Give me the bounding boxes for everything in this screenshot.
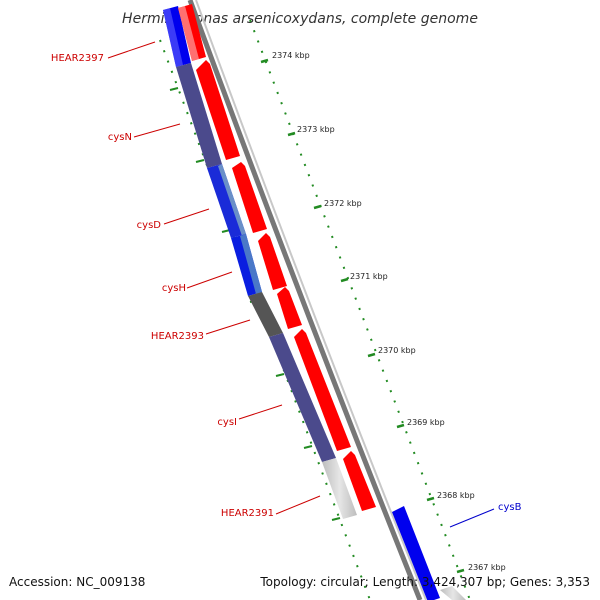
gene-block-cysn [176, 63, 222, 168]
feature-ring-forward [392, 506, 466, 600]
gene-label-cysi: cysI [217, 417, 237, 428]
gene-label-hear2397: HEAR2397 [51, 53, 104, 64]
gene-label-cysb: cysB [498, 502, 522, 513]
major-ticks [169, 58, 465, 574]
cds-arrow [277, 287, 302, 329]
backbone [187, 0, 427, 600]
cds-highlight [178, 6, 199, 61]
tick-mark [340, 277, 349, 283]
gene-block-edge [440, 586, 466, 600]
gene-label-hear2391: HEAR2391 [221, 508, 274, 519]
tick-mark [313, 204, 322, 210]
tick-mark [367, 352, 376, 358]
topology-text: Topology: circular; Length: 3,424,307 bp… [259, 575, 590, 589]
backbone-shadow [195, 0, 427, 600]
tick-label: 2373 kbp [297, 125, 335, 134]
gene-highlight [240, 234, 262, 294]
gene-block-cysi [269, 333, 336, 462]
gene-highlight [218, 164, 246, 236]
tick-mark [287, 131, 296, 137]
cds-arrow [294, 329, 351, 451]
gene-labels: HEAR2397 cysN cysD cysH HEAR2393 cysI HE… [51, 41, 522, 528]
label-leader [186, 271, 233, 289]
tick-label: 2369 kbp [407, 418, 445, 427]
gene-block-hear2391 [322, 458, 357, 519]
cds-arrow [232, 162, 267, 233]
inner-tick-line [159, 39, 371, 600]
accession-text: Accession: NC_009138 [9, 575, 145, 589]
gene-label-cysd: cysD [137, 220, 162, 231]
label-leader [133, 123, 181, 138]
gene-block-cysd [207, 164, 246, 238]
genome-title: Herminiimonas arsenicoxydans, complete g… [122, 11, 478, 27]
backbone-line [187, 0, 423, 600]
label-leader [205, 319, 251, 335]
tick-mark [195, 159, 205, 163]
tick-mark [275, 373, 285, 377]
tick-label: 2374 kbp [272, 51, 310, 60]
gene-label-cysn: cysN [108, 132, 132, 143]
feature-ring-inner [163, 6, 357, 519]
gene-highlight [163, 8, 183, 67]
tick-mark [331, 517, 341, 521]
gene-block-hear2393 [248, 292, 283, 337]
label-leader [163, 208, 210, 225]
label-leader [238, 404, 283, 420]
label-leader [275, 495, 321, 515]
cds-arrow [196, 60, 240, 160]
tick-label: 2370 kbp [378, 346, 416, 355]
feature-ring-cds [178, 4, 376, 511]
tick-label: 2367 kbp [468, 563, 506, 572]
label-leader [107, 41, 156, 59]
tick-lines [159, 19, 471, 600]
gene-block-cysb [392, 506, 440, 600]
tick-mark [426, 496, 435, 502]
tick-mark [260, 58, 269, 64]
tick-label: 2371 kbp [350, 272, 388, 281]
tick-mark [456, 568, 465, 574]
tick-label: 2368 kbp [437, 491, 475, 500]
label-leader [449, 508, 495, 528]
tick-mark [396, 423, 405, 429]
gene-label-cysh: cysH [162, 283, 186, 294]
cds-arrow [343, 451, 376, 511]
tick-mark [303, 445, 313, 449]
cds-arrow [258, 233, 287, 290]
tick-mark [169, 87, 179, 91]
tick-label: 2372 kbp [324, 199, 362, 208]
gene-label-hear2393: HEAR2393 [151, 331, 204, 342]
